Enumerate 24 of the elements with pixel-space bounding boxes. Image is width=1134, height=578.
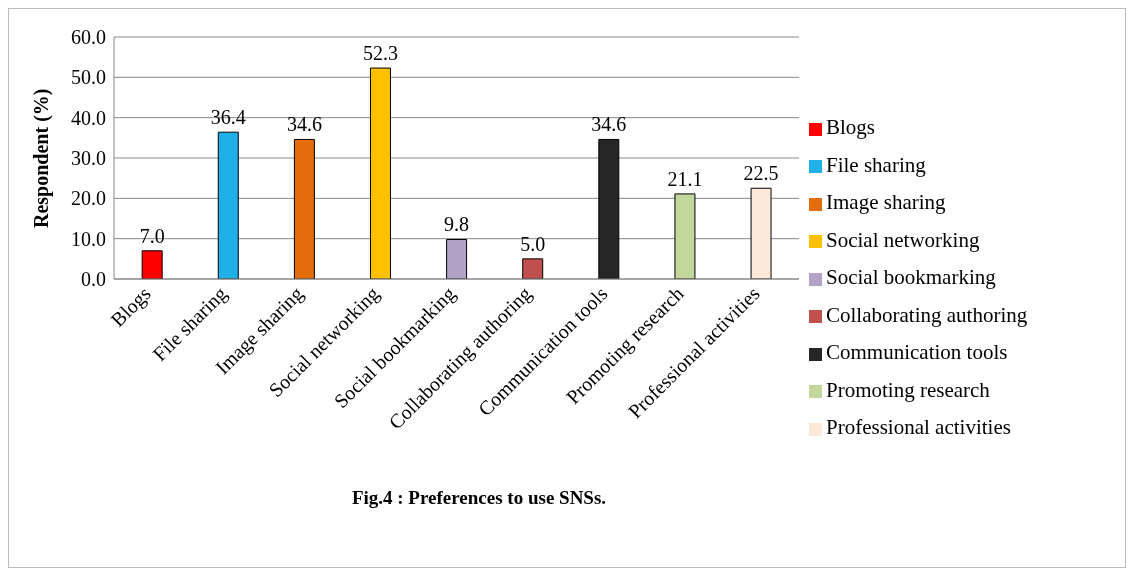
legend-label: Professional activities [826, 415, 1011, 439]
data-label: 36.4 [210, 106, 246, 129]
y-tick-label: 20.0 [71, 187, 106, 210]
data-label: 9.8 [444, 213, 470, 236]
legend-label: Social bookmarking [826, 265, 996, 289]
y-tick-label: 10.0 [71, 227, 106, 250]
data-label: 34.6 [286, 113, 322, 136]
data-label: 7.0 [139, 224, 165, 247]
legend-label: Image sharing [826, 190, 946, 214]
data-label: 21.1 [667, 167, 703, 190]
data-label: 52.3 [362, 42, 398, 65]
data-label: 22.5 [743, 162, 779, 185]
y-tick-label: 0.0 [81, 268, 106, 291]
data-label: 5.0 [520, 232, 546, 255]
y-tick-label: 50.0 [71, 66, 106, 89]
data-label: 34.6 [591, 113, 627, 136]
y-tick-label: 60.0 [71, 26, 106, 49]
legend-label: File sharing [826, 152, 926, 177]
y-tick-label: 30.0 [71, 147, 106, 170]
text: Fig.4 : Preferences to use SNSs. [350, 487, 608, 509]
legend-label: Blogs [826, 115, 876, 139]
y-tick-label: 40.0 [71, 106, 106, 129]
y-axis-title: Respondent (%) [30, 88, 54, 228]
legend-label: Social networking [826, 227, 980, 252]
